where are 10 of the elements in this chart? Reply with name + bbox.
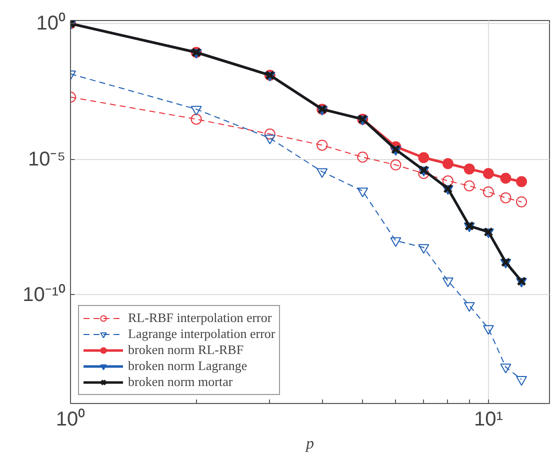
legend-label: RL-RBF interpolation error (128, 310, 272, 326)
legend-label: broken norm mortar (128, 374, 233, 390)
y-tick-label: 10⁻¹⁰ (22, 282, 66, 306)
x-tick-label: 10¹ (474, 408, 504, 430)
y-tick-label: 10⁻⁵ (28, 148, 66, 170)
legend-label: broken norm Lagrange (128, 358, 248, 374)
legend-label: Lagrange interpolation error (128, 326, 276, 342)
y-tick-label: 10⁰ (36, 12, 66, 35)
legend-label: broken norm RL-RBF (128, 342, 244, 358)
x-axis-title: p (305, 436, 314, 452)
